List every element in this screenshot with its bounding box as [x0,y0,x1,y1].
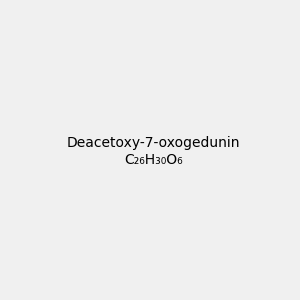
Text: Deacetoxy-7-oxogedunin
C₂₆H₃₀O₆: Deacetoxy-7-oxogedunin C₂₆H₃₀O₆ [67,136,241,166]
